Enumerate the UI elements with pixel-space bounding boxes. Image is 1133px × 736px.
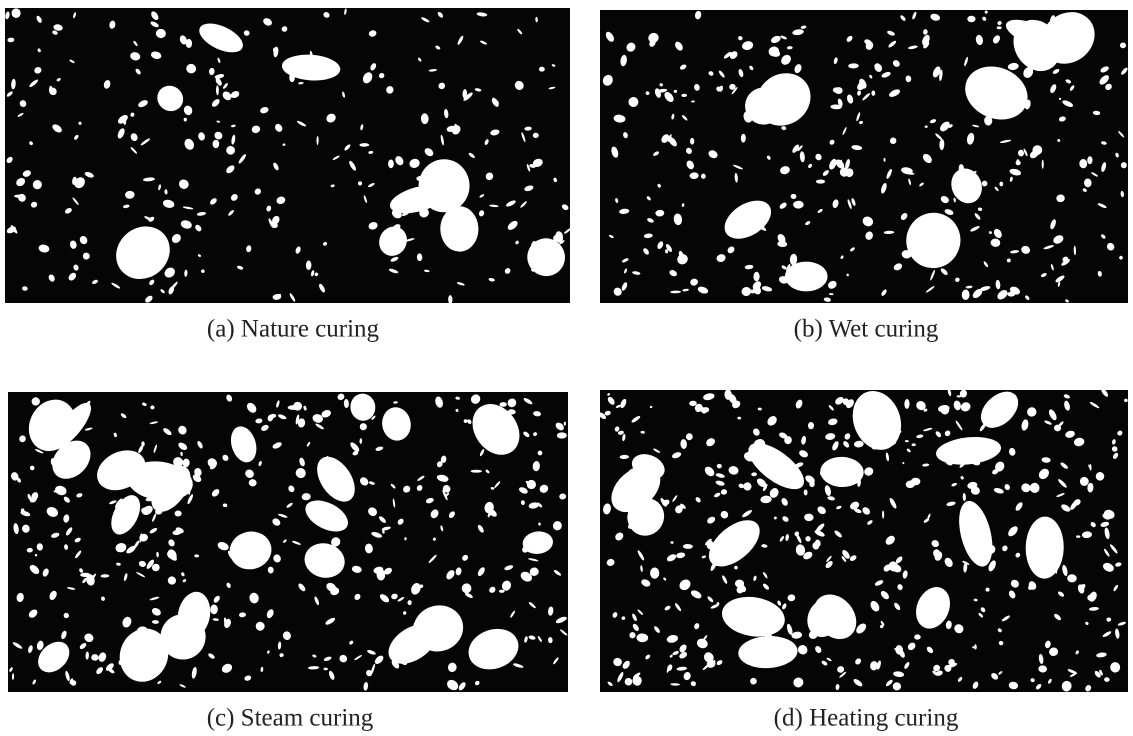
speck: [1120, 43, 1126, 49]
caption: (a) Nature curing: [207, 316, 380, 343]
page: (a) Nature curing (b) Wet curing (c) Ste…: [0, 0, 1133, 736]
panel: (c) Steam curing: [8, 392, 568, 732]
speck: [785, 262, 828, 292]
speck: [186, 39, 192, 48]
speck: [388, 159, 394, 168]
micrograph: [5, 8, 570, 303]
speck: [564, 422, 566, 426]
speck: [816, 179, 825, 183]
panel: (a) Nature curing: [5, 8, 573, 343]
caption: (c) Steam curing: [207, 705, 374, 732]
speck: [808, 422, 814, 429]
speck: [471, 470, 482, 473]
panel: (d) Heating curing: [598, 384, 1129, 732]
figure: (a) Nature curing (b) Wet curing (c) Ste…: [0, 0, 1133, 736]
speck: [835, 87, 843, 94]
caption: (d) Heating curing: [774, 705, 959, 732]
panel: (b) Wet curing: [600, 2, 1129, 343]
speck: [213, 140, 220, 148]
caption: (b) Wet curing: [794, 316, 939, 343]
speck: [1042, 160, 1044, 169]
speck: [622, 616, 626, 620]
speck: [175, 510, 182, 516]
speck: [931, 242, 940, 248]
speck: [184, 118, 187, 122]
